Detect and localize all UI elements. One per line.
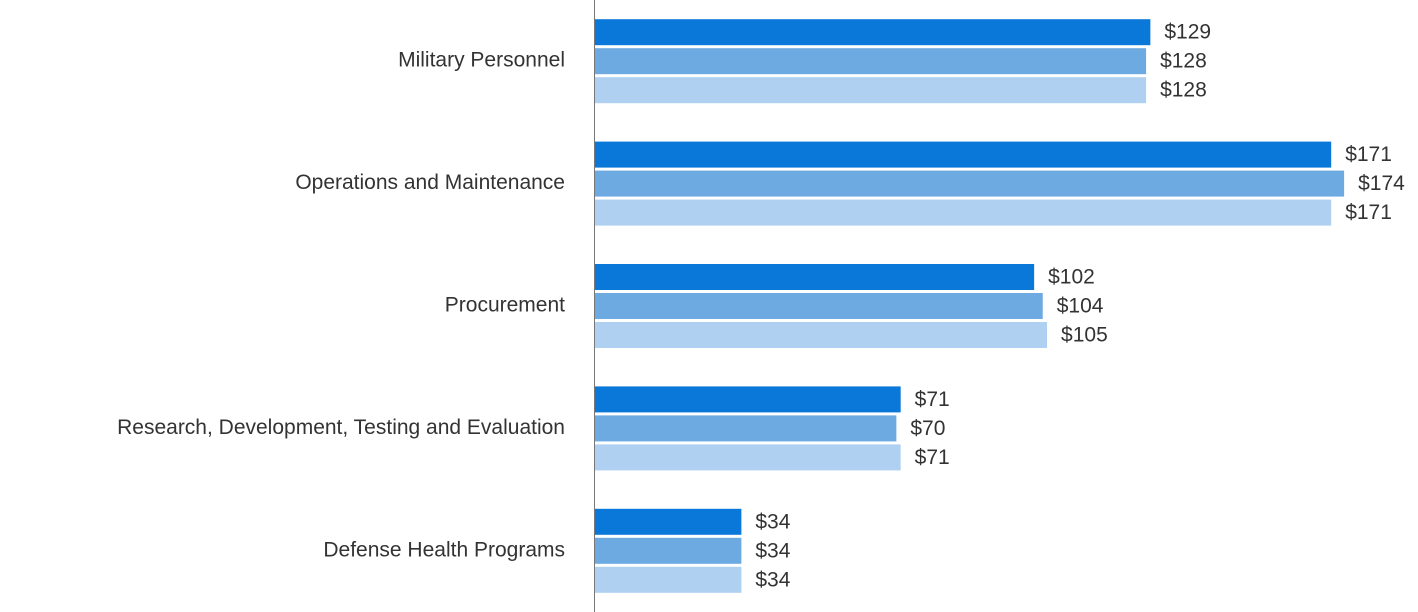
category-label: Operations and Maintenance [295,171,565,194]
value-label: $34 [755,539,790,562]
value-label: $71 [915,388,950,411]
bar [595,537,742,564]
value-label: $105 [1061,324,1108,347]
bar [595,77,1147,104]
category-label: Defense Health Programs [323,538,565,561]
bar [595,141,1332,168]
bar [595,19,1151,46]
value-label: $70 [910,417,945,440]
bar [595,508,742,535]
value-label: $171 [1345,201,1392,224]
bar [595,48,1147,75]
value-label: $102 [1048,266,1095,289]
bar [595,566,742,593]
value-label: $34 [755,510,790,533]
bar [595,170,1345,197]
category-label: Research, Development, Testing and Evalu… [117,416,565,439]
value-label: $174 [1358,172,1405,195]
value-label: $34 [755,568,790,591]
bar [595,415,897,442]
value-label: $71 [915,446,950,469]
value-label: $171 [1345,143,1392,166]
category-label: Procurement [445,294,565,317]
value-label: $129 [1164,21,1211,44]
category-label: Military Personnel [398,49,565,72]
value-label: $128 [1160,50,1207,73]
bar [595,293,1043,319]
bar [595,199,1332,226]
value-label: $128 [1160,79,1207,102]
bar [595,322,1048,348]
bar [595,386,901,413]
bar [595,264,1035,290]
value-label: $104 [1057,295,1104,318]
bar [595,444,901,471]
